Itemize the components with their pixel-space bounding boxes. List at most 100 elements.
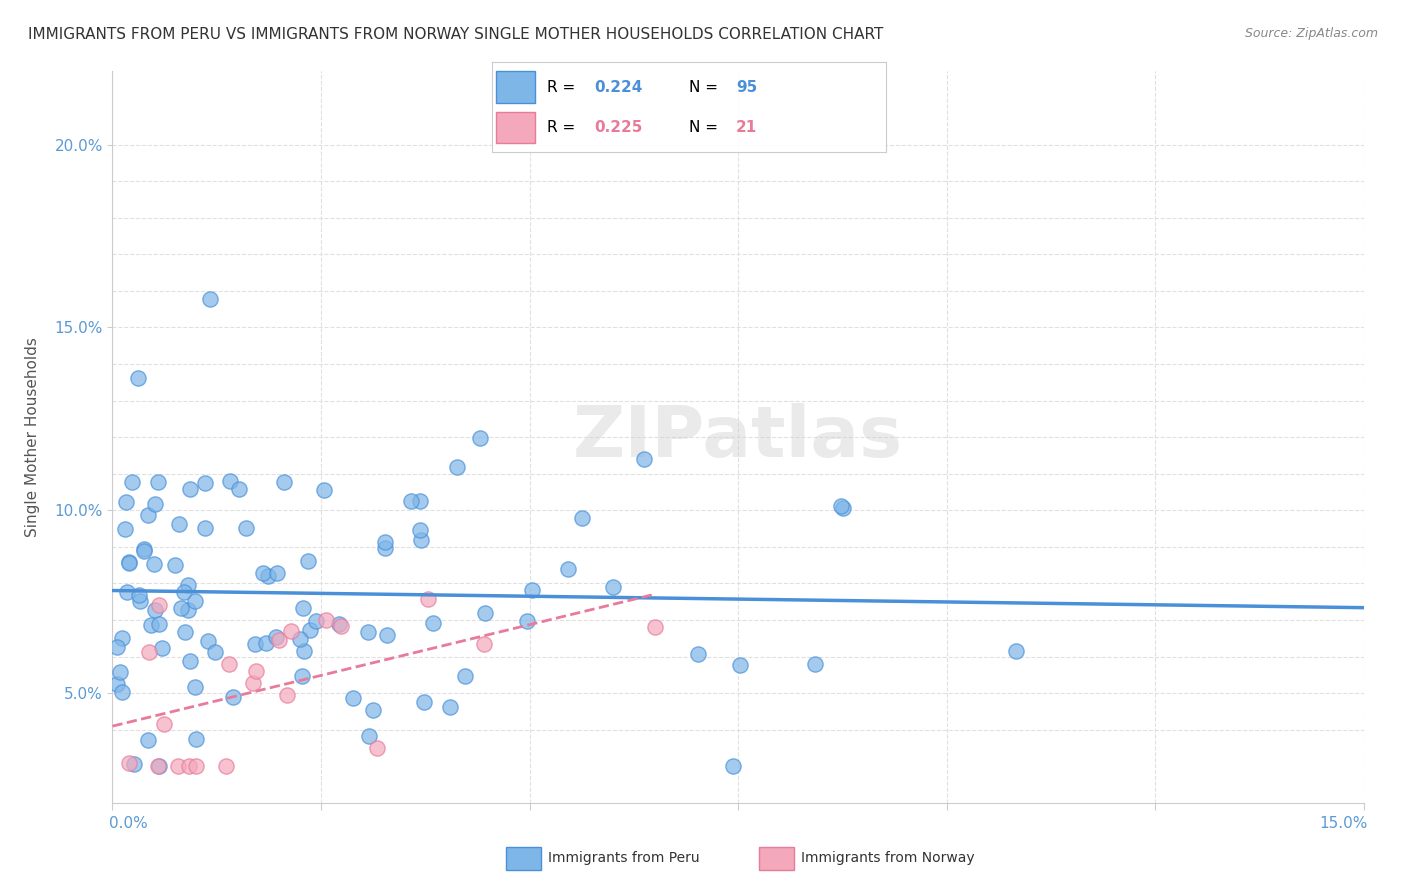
Text: 0.0%: 0.0% (108, 816, 148, 831)
Immigrants from Peru (193, 520, 215, 534)
Immigrants from Peru (136, 732, 159, 747)
Immigrants from Norway (177, 759, 200, 773)
Text: R =: R = (547, 80, 581, 95)
Immigrants from Peru (602, 580, 624, 594)
Immigrants from Peru (177, 577, 200, 591)
Immigrants from Peru (571, 511, 593, 525)
Immigrants from Peru (264, 630, 287, 644)
Immigrants from Peru (115, 584, 138, 599)
Immigrants from Peru (412, 695, 434, 709)
Immigrants from Peru (167, 517, 190, 532)
Immigrants from Peru (305, 614, 328, 628)
Immigrants from Norway (418, 591, 440, 606)
Immigrants from Peru (342, 691, 364, 706)
Immigrants from Peru (830, 499, 852, 513)
Immigrants from Peru (557, 562, 579, 576)
Immigrants from Peru (132, 541, 155, 556)
Immigrants from Peru (111, 631, 134, 645)
Immigrants from Peru (143, 557, 166, 571)
Text: N =: N = (689, 120, 723, 135)
Immigrants from Peru (235, 521, 257, 535)
Immigrants from Peru (115, 495, 138, 509)
Immigrants from Norway (184, 759, 207, 773)
Text: R =: R = (547, 120, 581, 135)
Immigrants from Peru (170, 600, 193, 615)
Immigrants from Peru (832, 501, 855, 516)
Immigrants from Peru (288, 632, 311, 646)
Immigrants from Peru (256, 568, 278, 582)
Immigrants from Peru (148, 759, 170, 773)
Immigrants from Peru (409, 494, 432, 508)
Immigrants from Norway (118, 756, 141, 771)
Immigrants from Norway (315, 613, 337, 627)
Immigrants from Peru (633, 452, 655, 467)
Immigrants from Peru (243, 637, 266, 651)
Immigrants from Peru (117, 555, 139, 569)
Immigrants from Peru (446, 459, 468, 474)
Text: 0.225: 0.225 (595, 120, 643, 135)
Immigrants from Peru (173, 624, 195, 639)
Immigrants from Peru (183, 594, 205, 608)
Immigrants from Peru (143, 497, 166, 511)
Text: 21: 21 (737, 120, 758, 135)
Immigrants from Norway (472, 637, 495, 651)
Immigrants from Peru (105, 677, 128, 691)
Immigrants from Peru (721, 759, 744, 773)
Immigrants from Norway (148, 599, 170, 613)
Immigrants from Peru (128, 588, 150, 602)
Immigrants from Norway (242, 676, 264, 690)
Immigrants from Peru (105, 640, 128, 655)
Immigrants from Peru (128, 594, 150, 608)
Immigrants from Peru (146, 475, 169, 490)
Immigrants from Peru (219, 474, 242, 488)
Immigrants from Peru (314, 483, 336, 498)
Text: 95: 95 (737, 80, 758, 95)
Immigrants from Peru (291, 669, 314, 683)
Immigrants from Peru (177, 603, 200, 617)
Immigrants from Norway (138, 645, 160, 659)
Immigrants from Peru (409, 533, 432, 547)
Immigrants from Peru (111, 685, 134, 699)
Immigrants from Peru (197, 633, 219, 648)
Immigrants from Peru (804, 657, 827, 671)
Immigrants from Peru (328, 617, 350, 632)
Immigrants from Peru (273, 475, 295, 490)
Immigrants from Norway (167, 759, 190, 773)
Immigrants from Peru (409, 523, 432, 537)
Text: 0.224: 0.224 (595, 80, 643, 95)
Immigrants from Peru (222, 690, 245, 704)
Immigrants from Peru (254, 636, 277, 650)
Immigrants from Peru (439, 700, 461, 714)
Immigrants from Peru (252, 566, 274, 580)
Text: N =: N = (689, 80, 723, 95)
Immigrants from Peru (375, 628, 398, 642)
Immigrants from Peru (297, 554, 319, 568)
Immigrants from Norway (280, 624, 302, 638)
Immigrants from Peru (173, 585, 195, 599)
Immigrants from Peru (127, 371, 149, 385)
Immigrants from Peru (374, 541, 396, 555)
Immigrants from Peru (194, 475, 217, 490)
Immigrants from Norway (644, 620, 666, 634)
Immigrants from Peru (228, 482, 250, 496)
Immigrants from Norway (218, 657, 240, 672)
Immigrants from Norway (245, 664, 267, 678)
Immigrants from Peru (298, 624, 321, 638)
Immigrants from Peru (474, 606, 496, 620)
Immigrants from Peru (200, 292, 222, 306)
Immigrants from Norway (214, 759, 236, 773)
Immigrants from Peru (108, 665, 131, 679)
Immigrants from Peru (470, 431, 492, 445)
Immigrants from Peru (148, 617, 170, 632)
Immigrants from Peru (730, 658, 752, 673)
Immigrants from Peru (686, 647, 709, 661)
Immigrants from Peru (136, 508, 159, 522)
FancyBboxPatch shape (496, 112, 536, 143)
Text: IMMIGRANTS FROM PERU VS IMMIGRANTS FROM NORWAY SINGLE MOTHER HOUSEHOLDS CORRELAT: IMMIGRANTS FROM PERU VS IMMIGRANTS FROM … (28, 27, 883, 42)
Immigrants from Peru (179, 483, 201, 497)
Immigrants from Peru (361, 703, 384, 717)
Text: Immigrants from Peru: Immigrants from Peru (548, 851, 700, 865)
Immigrants from Norway (330, 619, 353, 633)
Immigrants from Peru (357, 624, 380, 639)
Immigrants from Peru (150, 641, 173, 656)
